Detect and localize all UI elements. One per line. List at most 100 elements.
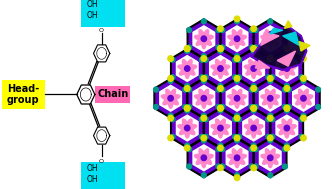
Circle shape [170,117,175,122]
Polygon shape [187,19,220,59]
Circle shape [285,49,289,53]
Circle shape [284,105,290,111]
Circle shape [234,76,240,81]
Circle shape [249,147,254,152]
Polygon shape [201,95,207,101]
Circle shape [200,117,204,122]
Polygon shape [222,81,252,116]
Polygon shape [256,81,285,116]
Polygon shape [211,119,230,138]
Polygon shape [256,21,285,56]
Circle shape [284,145,290,151]
Polygon shape [237,108,270,148]
Polygon shape [261,89,280,108]
Circle shape [251,86,256,91]
Polygon shape [171,108,204,148]
Polygon shape [168,95,173,101]
Circle shape [270,57,275,62]
Circle shape [251,26,256,32]
Text: OH: OH [87,11,99,20]
Polygon shape [187,138,220,178]
Circle shape [201,115,207,121]
Polygon shape [234,95,240,101]
Polygon shape [294,89,313,108]
Polygon shape [254,138,287,178]
Circle shape [218,145,223,151]
Circle shape [218,165,223,171]
Polygon shape [251,125,256,131]
Polygon shape [226,85,248,111]
Polygon shape [261,149,280,168]
Polygon shape [220,138,254,178]
Polygon shape [234,155,240,161]
Circle shape [283,164,287,169]
Circle shape [235,19,239,24]
Circle shape [299,75,304,80]
Circle shape [168,76,173,81]
Circle shape [251,84,256,88]
Circle shape [170,57,175,62]
Circle shape [233,75,237,80]
Circle shape [200,134,204,139]
Polygon shape [189,140,218,175]
Polygon shape [256,140,285,175]
Circle shape [185,46,190,51]
Polygon shape [201,155,207,161]
Polygon shape [284,66,290,71]
Polygon shape [293,85,314,111]
Circle shape [249,45,254,50]
Circle shape [220,45,225,50]
Polygon shape [218,66,223,71]
Circle shape [216,164,221,169]
Polygon shape [195,30,213,49]
Polygon shape [189,81,218,116]
Polygon shape [270,108,303,148]
Circle shape [220,164,225,169]
Text: OH: OH [87,164,99,173]
Circle shape [285,143,289,148]
Polygon shape [178,119,197,138]
Circle shape [202,173,206,178]
Polygon shape [209,56,231,81]
Circle shape [237,117,241,122]
Polygon shape [243,115,265,141]
Circle shape [185,105,190,111]
Circle shape [268,19,273,24]
Circle shape [185,145,190,151]
Circle shape [268,76,273,81]
Circle shape [187,147,192,152]
Circle shape [218,46,223,51]
Circle shape [216,87,221,92]
Circle shape [251,105,256,111]
Circle shape [285,84,289,88]
Polygon shape [243,56,265,81]
Polygon shape [268,36,273,42]
Circle shape [266,134,271,139]
Circle shape [218,84,223,88]
Circle shape [251,145,256,151]
Circle shape [185,84,190,88]
Circle shape [285,108,289,113]
Circle shape [268,135,273,141]
Polygon shape [185,66,190,71]
Circle shape [251,165,256,171]
Bar [96,86,130,102]
Circle shape [187,28,192,33]
Circle shape [201,56,207,61]
Circle shape [287,105,291,109]
Polygon shape [255,60,270,68]
Circle shape [237,75,241,80]
Polygon shape [206,51,235,86]
Circle shape [218,49,223,53]
Circle shape [287,87,291,92]
Circle shape [253,147,258,152]
Circle shape [270,117,275,122]
Polygon shape [195,149,213,168]
Circle shape [283,87,287,92]
Polygon shape [193,145,214,171]
Polygon shape [222,21,252,56]
Polygon shape [260,26,281,52]
Polygon shape [171,49,204,88]
Circle shape [168,56,173,61]
Circle shape [249,164,254,169]
